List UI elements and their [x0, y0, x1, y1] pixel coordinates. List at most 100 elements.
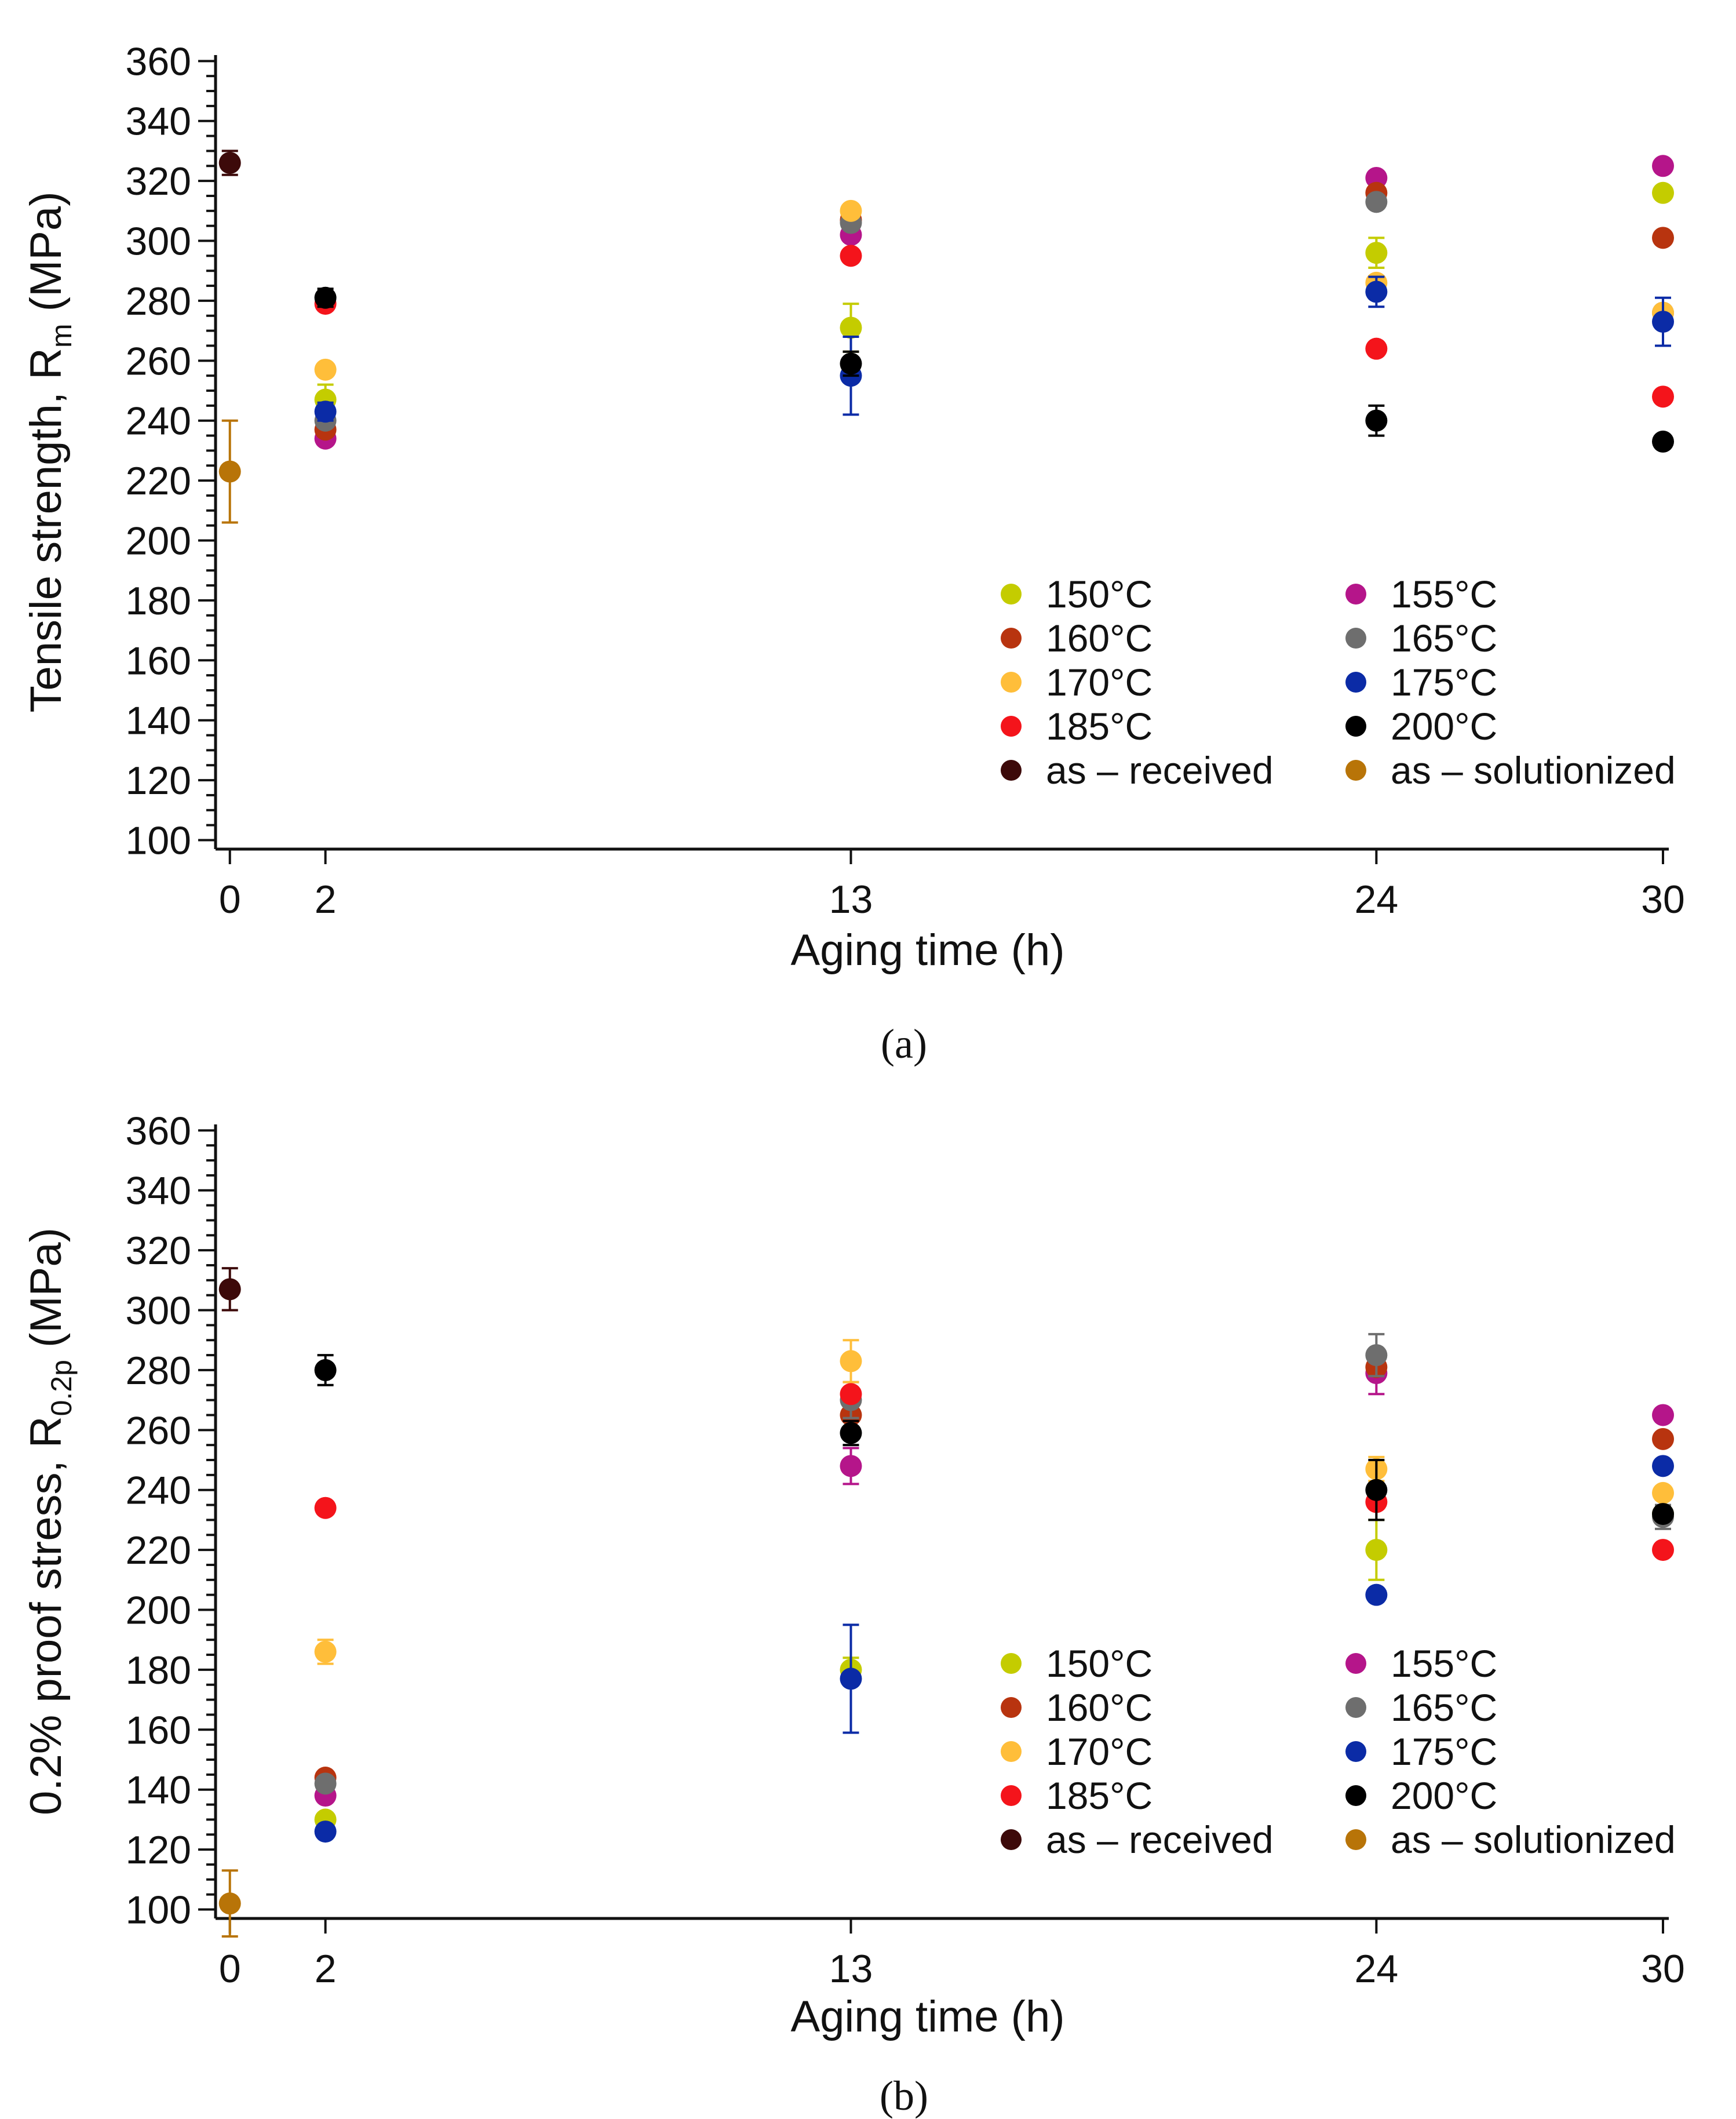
y-tick-label: 140 [126, 699, 191, 743]
data-point-175 [840, 1667, 862, 1690]
data-point-165 [314, 1772, 337, 1795]
y-tick-label: 340 [126, 100, 191, 144]
legend-marker-175 [1345, 672, 1366, 693]
y-tick-label: 260 [126, 339, 191, 383]
y-tick-label: 300 [126, 1289, 191, 1333]
data-point-160 [1652, 1428, 1674, 1450]
x-axis-title: Aging time (h) [790, 1992, 1064, 2041]
data-point-170 [1652, 1481, 1674, 1504]
legend-label: 155°C [1391, 1642, 1497, 1685]
y-tick-label: 320 [126, 1229, 191, 1273]
x-tick-label: 24 [1355, 878, 1399, 922]
y-tick-label: 100 [126, 818, 191, 862]
x-tick-label: 30 [1641, 878, 1685, 922]
legend-label: as – solutionized [1391, 749, 1676, 792]
y-axis-title: Tensile strength, Rm (MPa) [21, 191, 78, 712]
x-tick-label: 30 [1641, 1947, 1685, 1991]
legend-marker-170 [1001, 1741, 1022, 1762]
y-axis-title-main: Tensile strength, R [21, 348, 71, 712]
y-tick-label: 120 [126, 1828, 191, 1872]
data-point-175 [314, 1821, 337, 1843]
data-point-175 [1652, 1455, 1674, 1477]
y-tick-label: 220 [126, 1528, 191, 1572]
data-point-200 [1652, 430, 1674, 453]
y-tick-label: 300 [126, 220, 191, 264]
legend-label: 175°C [1391, 1730, 1497, 1773]
legend-label: 200°C [1391, 705, 1497, 748]
y-tick-label: 100 [126, 1888, 191, 1932]
legend-label: 160°C [1046, 1686, 1153, 1729]
legend-marker-200 [1345, 716, 1366, 737]
data-point-as_solutionized [218, 460, 241, 483]
legend-label: 170°C [1046, 1730, 1153, 1773]
data-point-200 [314, 1359, 337, 1381]
legend-label: 185°C [1046, 1774, 1153, 1817]
legend-label: 200°C [1391, 1774, 1497, 1817]
panel-label: (b) [880, 2073, 928, 2119]
legend-marker-as_received [1001, 1829, 1022, 1850]
data-point-185 [1652, 385, 1674, 408]
x-tick-label: 2 [315, 878, 337, 922]
legend-label: 170°C [1046, 661, 1153, 704]
y-axis-title-subscript: 0.2p [45, 1360, 78, 1416]
legend-marker-as_solutionized [1345, 1829, 1366, 1850]
panel-b-proof-stress: 1001201401601802002202402602803003203403… [21, 1109, 1685, 2119]
legend-label: 160°C [1046, 617, 1153, 660]
y-tick-label: 200 [126, 1589, 191, 1633]
data-point-170 [840, 199, 862, 222]
data-point-150 [840, 316, 862, 339]
y-axis-title-unit: (MPa) [21, 191, 71, 323]
data-point-185 [840, 245, 862, 267]
legend-label: 155°C [1391, 573, 1497, 616]
legend-marker-as_received [1001, 760, 1022, 781]
y-tick-label: 280 [126, 279, 191, 323]
data-point-175 [1652, 311, 1674, 333]
x-axis-title: Aging time (h) [790, 926, 1064, 975]
y-tick-label: 160 [126, 639, 191, 683]
y-tick-label: 340 [126, 1169, 191, 1213]
data-point-200 [1365, 409, 1388, 432]
data-point-as_received [218, 152, 241, 174]
data-point-150 [1365, 1539, 1388, 1561]
x-tick-label: 2 [315, 1947, 337, 1991]
legend-marker-as_solutionized [1345, 760, 1366, 781]
legend-marker-165 [1345, 1697, 1366, 1718]
data-point-155 [1652, 155, 1674, 177]
y-tick-label: 200 [126, 519, 191, 563]
data-point-200 [314, 286, 337, 309]
data-point-155 [840, 1455, 862, 1477]
panel-a-tensile-strength: 1001201401601802002202402602803003203403… [21, 39, 1685, 1067]
y-axis-title-main: 0.2% proof stress, R [21, 1416, 71, 1815]
data-point-175 [1365, 1583, 1388, 1606]
y-axis-title-unit: (MPa) [21, 1228, 71, 1360]
legend-marker-175 [1345, 1741, 1366, 1762]
legend-marker-160 [1001, 1697, 1022, 1718]
legend-label: 165°C [1391, 1686, 1497, 1729]
legend-label: as – received [1046, 749, 1274, 792]
data-point-as_received [218, 1278, 241, 1301]
y-tick-label: 360 [126, 1109, 191, 1153]
data-point-185 [1652, 1539, 1674, 1561]
y-axis-title: 0.2% proof stress, R0.2p (MPa) [21, 1228, 78, 1815]
data-point-185 [840, 1383, 862, 1406]
legend-marker-150 [1001, 584, 1022, 605]
legend-label: 175°C [1391, 661, 1497, 704]
data-point-165 [1365, 1344, 1388, 1367]
data-point-170 [314, 358, 337, 381]
data-point-170 [314, 1640, 337, 1663]
legend-label: 185°C [1046, 705, 1153, 748]
legend-label: as – received [1046, 1818, 1274, 1861]
y-tick-label: 240 [126, 399, 191, 443]
data-point-175 [1365, 281, 1388, 303]
x-tick-label: 0 [219, 1947, 241, 1991]
data-point-200 [840, 1422, 862, 1444]
data-point-200 [1365, 1479, 1388, 1501]
x-tick-label: 13 [829, 878, 873, 922]
legend-marker-165 [1345, 628, 1366, 649]
data-point-155 [1652, 1404, 1674, 1426]
data-point-150 [1652, 181, 1674, 204]
data-point-200 [1652, 1503, 1674, 1525]
data-point-185 [314, 1497, 337, 1519]
data-point-160 [1652, 227, 1674, 249]
legend-label: as – solutionized [1391, 1818, 1676, 1861]
